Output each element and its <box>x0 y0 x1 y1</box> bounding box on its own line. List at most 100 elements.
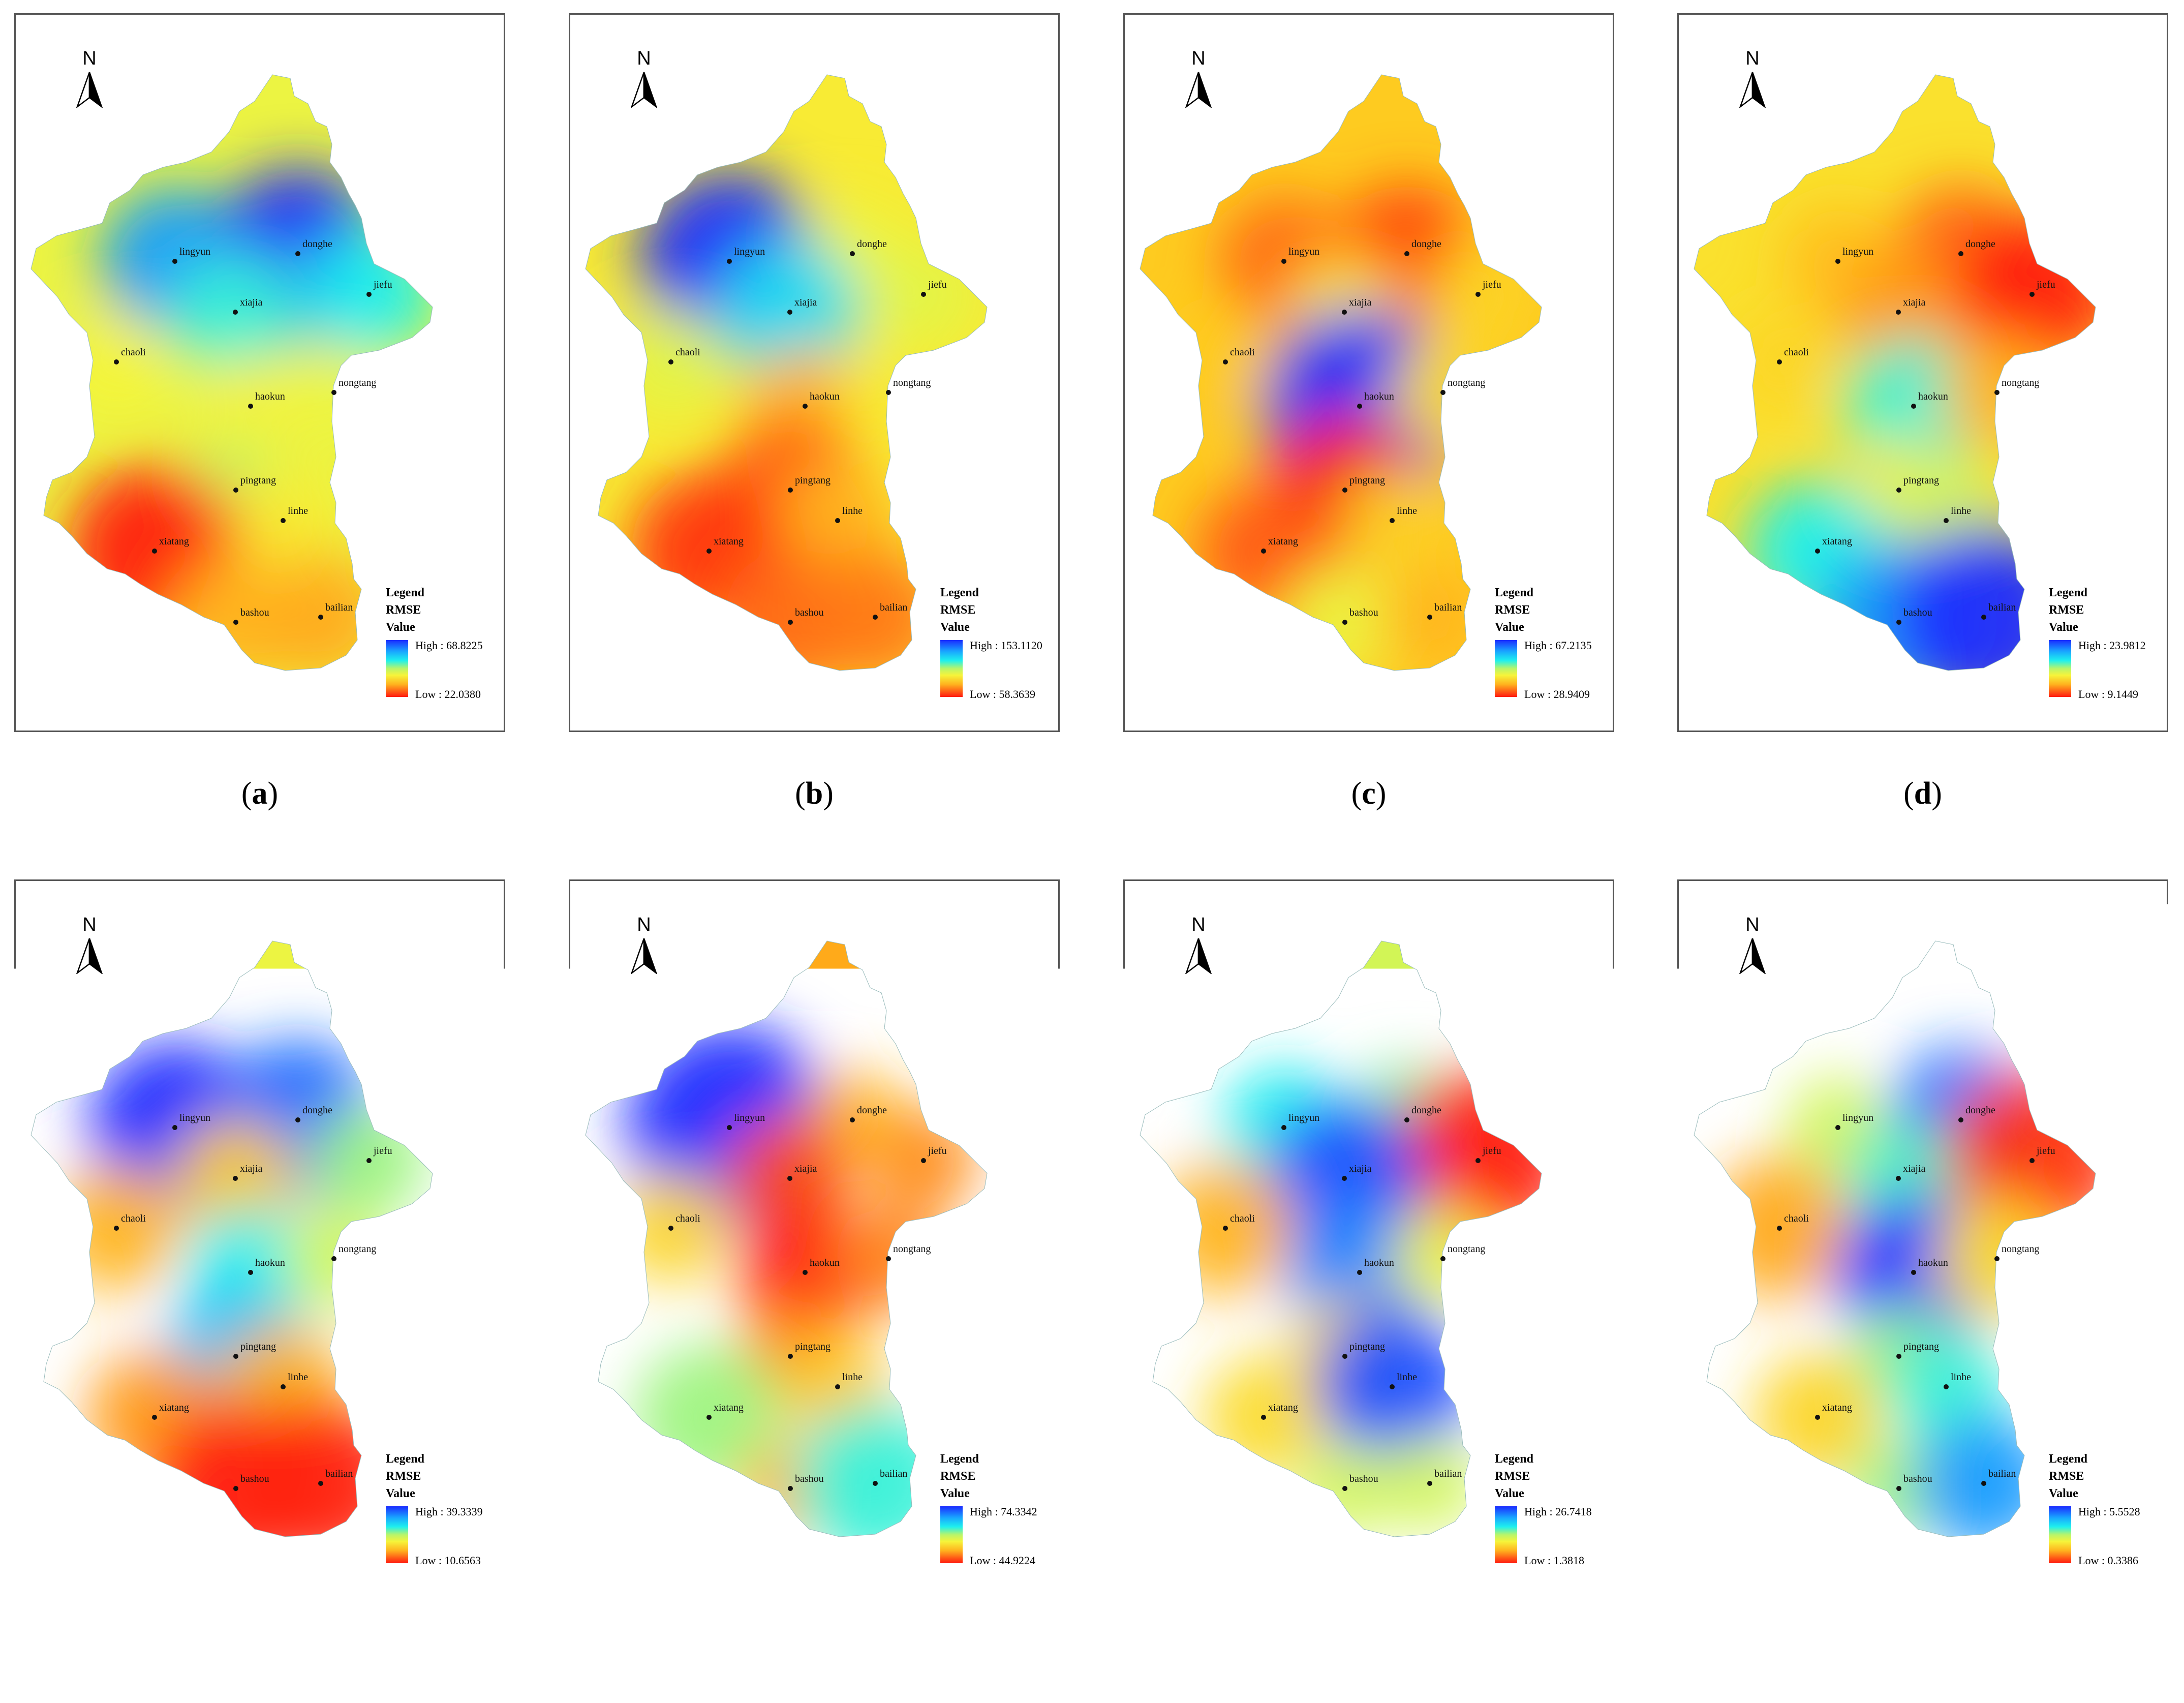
station-dot <box>1896 488 1901 493</box>
station-dot <box>1427 1481 1432 1486</box>
station-label: jiefu <box>374 1145 392 1157</box>
caption-letter: d <box>1914 776 1931 811</box>
station-dot <box>1261 1415 1266 1420</box>
station-label: linhe <box>1951 505 1971 517</box>
station-dot <box>172 1125 177 1130</box>
station-dot <box>1994 390 2000 395</box>
station-label: haokun <box>255 391 285 403</box>
station-dot <box>2029 292 2035 297</box>
station-label: haokun <box>255 1257 285 1269</box>
station-label: haokun <box>1364 391 1394 403</box>
legend-high-label: High : 39.3339 <box>415 1505 483 1518</box>
station-label: bashou <box>795 607 824 619</box>
legend-field: Value <box>940 619 1057 636</box>
station-dot <box>1223 1226 1228 1231</box>
station-dot <box>1777 359 1782 364</box>
north-arrow-icon: N <box>629 48 659 104</box>
station-label: xiatang <box>1822 1402 1852 1414</box>
station-dot <box>248 404 253 409</box>
station-label: bailian <box>1434 1468 1462 1480</box>
station-label: haokun <box>1918 391 1948 403</box>
station-label: linhe <box>842 1372 863 1383</box>
station-label: haokun <box>1918 1257 1948 1269</box>
north-arrow-icon: N <box>1737 914 1768 970</box>
station-label: haokun <box>810 391 840 403</box>
map-panel-f: lingyun donghe jiefu xiajia chaoli haokun nong… <box>569 879 1060 1703</box>
station-dot <box>281 1384 286 1389</box>
legend: Legend RMSE Value High : 39.3339 Low : 10.65… <box>386 1450 503 1583</box>
station-dot <box>1281 1125 1286 1130</box>
station-label: linhe <box>842 505 863 517</box>
caption-close: ) <box>1931 776 1942 811</box>
station-label: xiatang <box>159 536 189 548</box>
station-dot <box>787 1176 792 1181</box>
station-label: jiefu <box>2037 279 2055 291</box>
legend-color-ramp <box>1495 640 1517 697</box>
north-arrow-glyph <box>74 937 105 974</box>
station-label: nongtang <box>339 1243 376 1255</box>
legend: Legend RMSE Value High : 68.8225 Low : 22.03… <box>386 584 503 716</box>
station-label: bailian <box>1434 602 1462 614</box>
station-dot <box>668 1226 673 1231</box>
station-dot <box>1390 518 1395 523</box>
north-arrow-icon: N <box>1183 914 1214 970</box>
caption-letter: b <box>806 776 823 811</box>
legend-high-label: High : 5.5528 <box>2078 1505 2140 1518</box>
station-label: donghe <box>1965 238 1995 250</box>
station-label: bailian <box>1988 602 2016 614</box>
legend: Legend RMSE Value High : 74.3342 Low : 44.92… <box>940 1450 1057 1583</box>
legend-title: Legend <box>2049 584 2166 601</box>
legend: Legend RMSE Value High : 153.1120 Low : 58.3… <box>940 584 1057 716</box>
station-dot <box>1815 1415 1820 1420</box>
station-label: chaoli <box>121 347 146 358</box>
caption-close: ) <box>823 776 834 811</box>
station-dot <box>1777 1226 1782 1231</box>
caption-letter: e <box>253 1643 267 1677</box>
station-dot <box>366 292 372 297</box>
legend-title: Legend <box>940 1450 1057 1468</box>
station-label: pingtang <box>795 1341 830 1353</box>
station-label: chaoli <box>1230 1213 1255 1225</box>
station-dot <box>1981 1481 1986 1486</box>
north-arrow-icon: N <box>74 914 105 970</box>
station-dot <box>727 259 732 264</box>
station-label: xiatang <box>159 1402 189 1414</box>
station-dot <box>1835 1125 1840 1130</box>
station-dot <box>1958 1117 1963 1122</box>
legend-low-label: Low : 28.9409 <box>1524 688 1590 701</box>
caption-close: ) <box>267 1643 278 1677</box>
station-dot <box>1342 620 1347 625</box>
station-dot <box>787 310 792 315</box>
station-label: bailian <box>880 1468 907 1480</box>
legend-color-ramp <box>386 640 408 697</box>
station-label: bashou <box>240 607 269 619</box>
station-label: lingyun <box>734 246 765 258</box>
station-label: pingtang <box>240 475 276 486</box>
station-dot <box>788 1354 793 1359</box>
panel-caption: (c) <box>1123 776 1614 812</box>
north-label: N <box>1183 914 1214 936</box>
station-label: bashou <box>1349 1473 1378 1485</box>
caption-open: ( <box>241 776 252 811</box>
legend-field: Value <box>1495 619 1612 636</box>
station-label: nongtang <box>893 1243 931 1255</box>
north-arrow-glyph <box>629 937 659 974</box>
panel-caption: (a) <box>14 776 505 812</box>
station-dot <box>2029 1158 2035 1163</box>
station-label: jiefu <box>1483 279 1501 291</box>
legend-layer: RMSE <box>2049 601 2166 619</box>
legend-field: Value <box>1495 1485 1612 1502</box>
north-arrow-icon: N <box>629 914 659 970</box>
panel-caption: (b) <box>569 776 1060 812</box>
station-dot <box>1835 259 1840 264</box>
station-label: chaoli <box>1784 1213 1809 1225</box>
caption-close: ) <box>1376 776 1387 811</box>
station-label: haokun <box>810 1257 840 1269</box>
station-label: nongtang <box>1448 377 1485 389</box>
station-dot <box>1427 615 1432 620</box>
station-dot <box>318 1481 323 1486</box>
station-label: xiajia <box>794 1163 817 1175</box>
station-label: chaoli <box>675 1213 700 1225</box>
caption-open: ( <box>1903 776 1914 811</box>
station-label: haokun <box>1364 1257 1394 1269</box>
